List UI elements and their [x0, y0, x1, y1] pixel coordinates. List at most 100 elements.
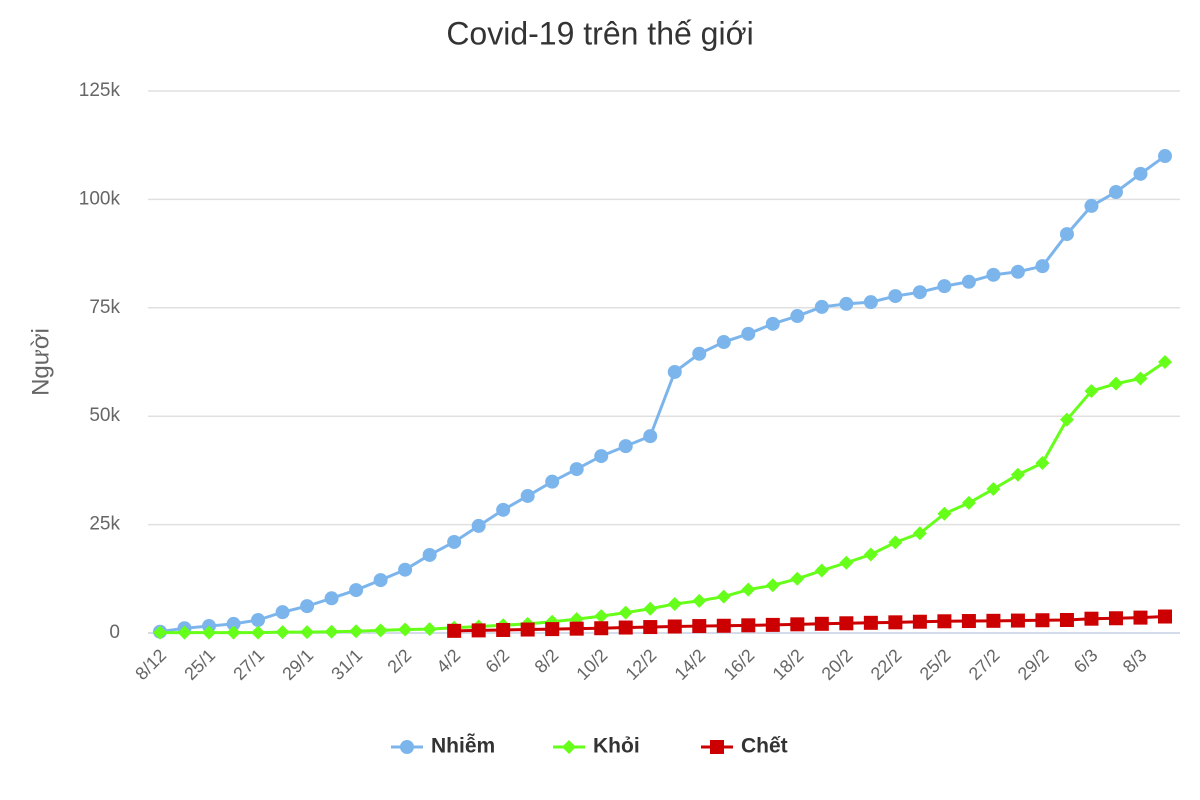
x-tick-label: 29/2 [1014, 645, 1053, 684]
legend-item: Khỏi [553, 735, 640, 758]
x-tick-label: 22/2 [867, 645, 906, 684]
point [912, 285, 927, 300]
point [1108, 611, 1123, 626]
x-tick-label: 12/2 [622, 645, 661, 684]
point [447, 534, 462, 549]
point [324, 591, 339, 606]
point [251, 612, 266, 627]
point [961, 495, 976, 510]
point [275, 625, 290, 640]
point [349, 583, 364, 598]
point [790, 571, 805, 586]
point [496, 502, 511, 517]
point [643, 601, 658, 616]
point [741, 582, 756, 597]
point [398, 562, 413, 577]
point [814, 299, 829, 314]
point [1059, 412, 1074, 427]
point [986, 482, 1001, 497]
point [667, 596, 682, 611]
point [863, 295, 878, 310]
point [349, 624, 364, 639]
x-tick-label: 18/2 [769, 645, 808, 684]
legend-label: Nhiễm [431, 734, 495, 758]
point [520, 622, 535, 637]
point [300, 625, 315, 640]
point [398, 622, 413, 637]
point [226, 625, 241, 640]
point [594, 609, 609, 624]
point [275, 605, 290, 620]
point [1035, 456, 1050, 471]
point [422, 547, 437, 562]
point [202, 625, 217, 640]
point [790, 617, 805, 632]
point [986, 613, 1001, 628]
y-tick-label: 75k [89, 297, 120, 318]
legend-item: Nhiễm [391, 734, 495, 758]
legend-item: Chết [701, 735, 788, 758]
point [716, 335, 731, 350]
point [667, 619, 682, 634]
point [1108, 376, 1123, 391]
point [814, 563, 829, 578]
y-tick-label: 125k [79, 80, 121, 101]
point [790, 309, 805, 324]
series-line [454, 615, 1166, 633]
point [839, 296, 854, 311]
point [716, 618, 731, 633]
point [1010, 264, 1025, 279]
point [937, 279, 952, 294]
point [863, 615, 878, 630]
point [496, 622, 511, 637]
x-tick-label: 2/2 [383, 645, 415, 677]
point [961, 274, 976, 289]
legend: Nhiễm Khỏi Chết [391, 734, 788, 758]
y-tick-label: 25k [89, 514, 120, 535]
point [1010, 467, 1025, 482]
point [1158, 355, 1172, 369]
point [1010, 613, 1025, 628]
point [373, 623, 388, 638]
x-tick-label: 4/2 [432, 645, 464, 677]
point [1084, 611, 1099, 626]
point [912, 614, 927, 629]
x-tick-label: 20/2 [818, 645, 857, 684]
legend-label: Chết [741, 735, 788, 758]
x-tick-label: 6/3 [1070, 645, 1102, 677]
point [1133, 166, 1148, 181]
point [888, 615, 903, 630]
point [961, 614, 976, 629]
chart-title: Covid-19 trên thế giới [446, 15, 753, 51]
point [814, 616, 829, 631]
x-tick-label: 16/2 [720, 645, 759, 684]
point [839, 616, 854, 631]
point [986, 267, 1001, 282]
y-tick-label: 50k [89, 405, 120, 426]
point [569, 621, 584, 636]
point [447, 623, 462, 638]
point [226, 616, 241, 631]
point [471, 623, 486, 638]
point [618, 439, 633, 454]
point [520, 488, 535, 503]
x-tick-label: 8/12 [131, 645, 170, 684]
point [1084, 198, 1099, 213]
point [324, 624, 339, 639]
point [1133, 371, 1148, 386]
point [692, 619, 707, 634]
point [1059, 227, 1074, 242]
x-tick-label: 27/1 [229, 645, 268, 684]
point [667, 364, 682, 379]
x-tick-label: 8/2 [531, 645, 563, 677]
legend-marker [400, 740, 414, 754]
legend-marker [710, 740, 724, 754]
point [153, 625, 167, 640]
point [251, 625, 266, 640]
point [1108, 185, 1123, 200]
point [741, 326, 756, 341]
point [692, 593, 707, 608]
point [937, 614, 952, 629]
legend-label: Khỏi [593, 735, 640, 758]
point [471, 518, 486, 533]
